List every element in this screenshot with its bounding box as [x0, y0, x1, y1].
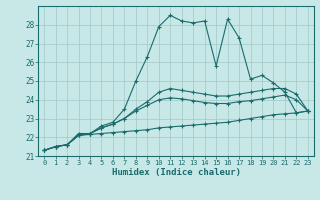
X-axis label: Humidex (Indice chaleur): Humidex (Indice chaleur)	[111, 168, 241, 177]
